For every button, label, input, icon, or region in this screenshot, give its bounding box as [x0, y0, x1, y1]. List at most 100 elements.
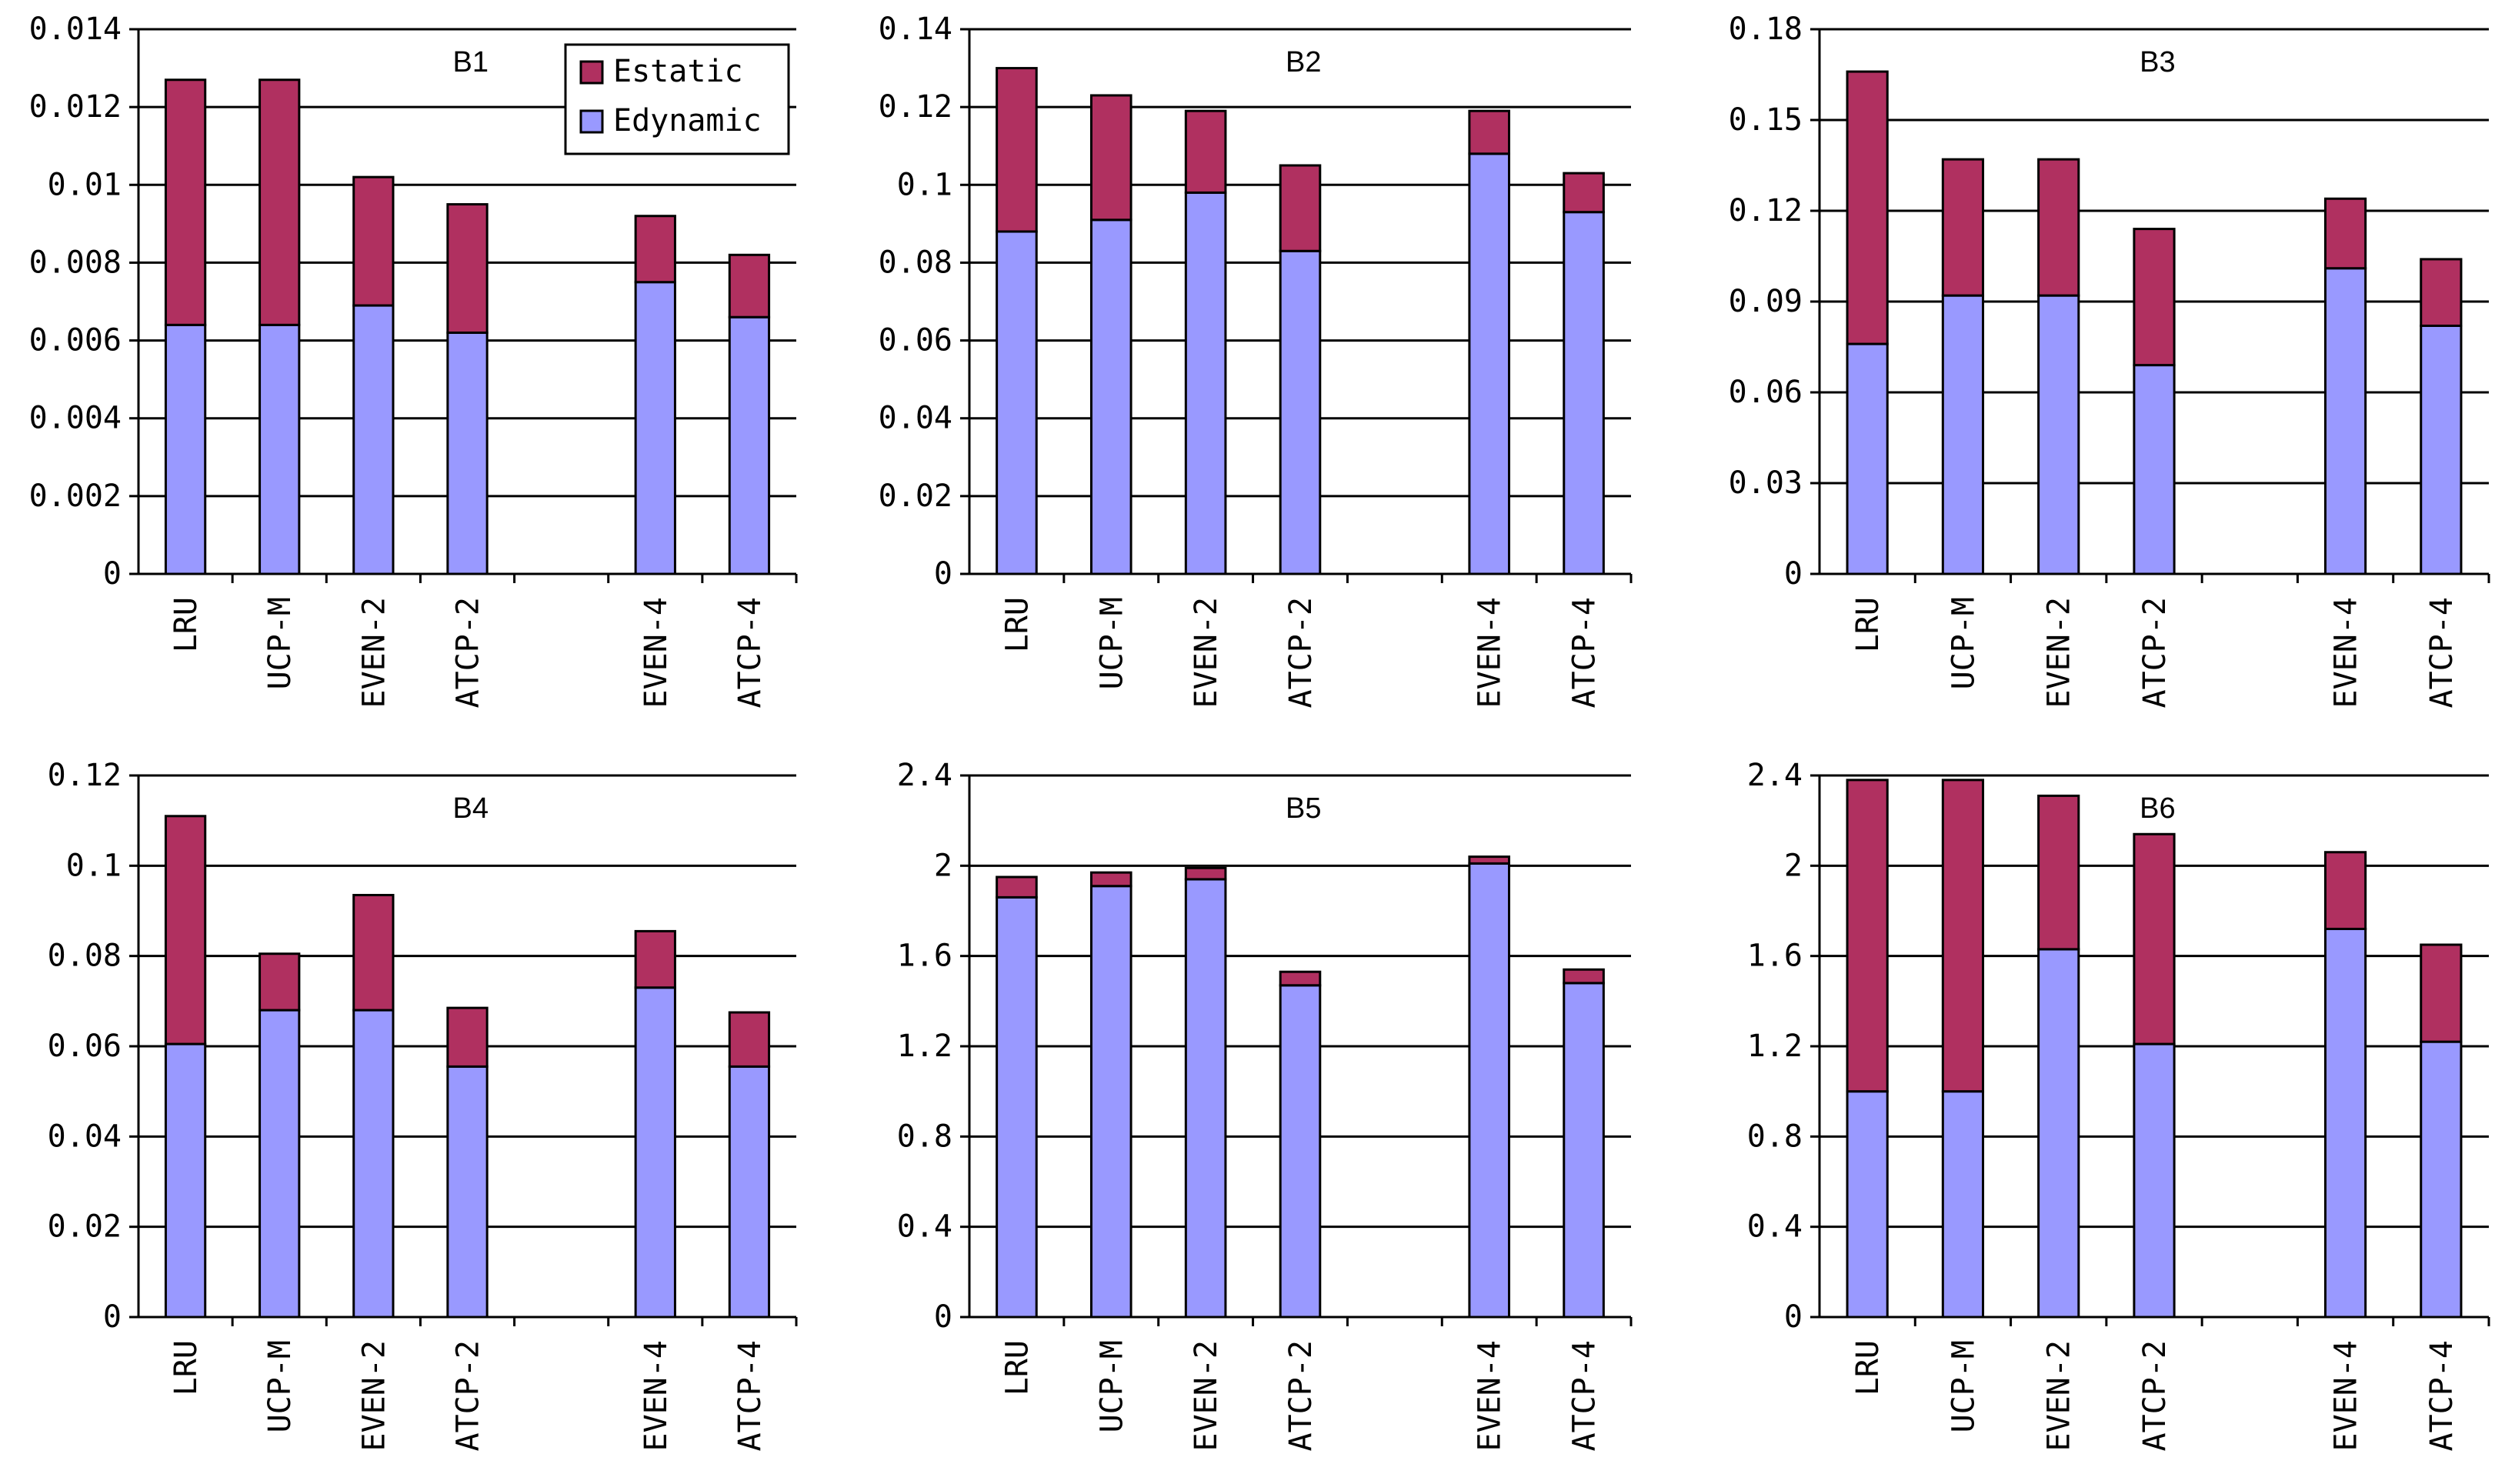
bar-estatic-ucp-m — [1089, 94, 1132, 222]
legend-swatch-static — [579, 60, 604, 85]
x-category-label: ATCP-4 — [2424, 597, 2460, 709]
x-category-label: EVEN-2 — [2042, 1340, 2077, 1452]
bar-edynamic-ucp-m — [259, 323, 301, 575]
bar-estatic-atcp-2 — [2133, 228, 2176, 367]
y-tick-label: 0.12 — [48, 758, 122, 793]
bar-edynamic-ucp-m — [1089, 218, 1132, 575]
bar-estatic-atcp-2 — [1279, 970, 1322, 987]
bar-estatic-atcp-4 — [1563, 968, 1605, 985]
y-tick-label: 0.01 — [48, 167, 122, 202]
y-tick-label: 0.4 — [1747, 1209, 1803, 1245]
y-tick-label: 0.15 — [1729, 102, 1803, 138]
bar-estatic-even-4 — [1468, 855, 1511, 865]
bar-edynamic-even-2 — [352, 1009, 395, 1319]
y-tick-label: 0.8 — [897, 1119, 952, 1154]
x-category-label: UCP-M — [1094, 597, 1129, 689]
bar-edynamic-atcp-4 — [2420, 1040, 2463, 1319]
bar-edynamic-atcp-4 — [1563, 211, 1605, 575]
x-category-label: ATCP-4 — [2424, 1340, 2460, 1452]
bar-edynamic-even-4 — [2323, 927, 2367, 1319]
y-tick-label: 0.18 — [1729, 12, 1803, 47]
bar-edynamic-even-2 — [2037, 948, 2080, 1319]
panel-title: B6 — [2140, 792, 2175, 825]
bar-edynamic-atcp-2 — [2133, 364, 2176, 575]
y-tick-label: 0 — [934, 556, 952, 592]
y-tick-label: 0.04 — [48, 1119, 122, 1154]
panel-title: B4 — [453, 792, 489, 825]
x-category-label: ATCP-4 — [732, 597, 768, 709]
y-tick-label: 2.4 — [897, 758, 952, 793]
bar-estatic-even-2 — [1184, 109, 1227, 194]
bar-edynamic-even-4 — [1468, 862, 1511, 1319]
x-category-label: EVEN-4 — [1473, 1340, 1508, 1452]
bar-edynamic-ucp-m — [1941, 1090, 1985, 1319]
bar-edynamic-atcp-2 — [2133, 1042, 2176, 1319]
y-tick-label: 0.004 — [29, 401, 122, 436]
y-tick-label: 0.12 — [879, 89, 952, 125]
y-tick-label: 0.8 — [1747, 1119, 1803, 1154]
y-tick-label: 0.08 — [48, 939, 122, 974]
x-category-label: EVEN-2 — [2042, 597, 2077, 709]
y-tick-label: 1.2 — [1747, 1029, 1803, 1064]
x-category-label: ATCP-4 — [1567, 1340, 1603, 1452]
y-tick-label: 0.14 — [879, 12, 952, 47]
bar-estatic-ucp-m — [1941, 779, 1985, 1093]
bar-edynamic-atcp-2 — [1279, 984, 1322, 1319]
x-category-label: EVEN-2 — [356, 597, 392, 709]
bar-estatic-even-4 — [1468, 109, 1511, 155]
panel-title: B5 — [1286, 792, 1321, 825]
x-category-label: LRU — [1850, 597, 1886, 652]
bar-estatic-atcp-2 — [1279, 164, 1322, 252]
x-category-label: EVEN-4 — [1473, 597, 1508, 709]
legend-swatch-dynamic — [579, 109, 604, 134]
bar-estatic-lru — [164, 815, 207, 1045]
y-tick-label: 0.012 — [29, 89, 122, 125]
y-tick-label: 0.02 — [48, 1209, 122, 1245]
x-category-label: UCP-M — [262, 597, 298, 689]
x-category-label: ATCP-2 — [2137, 1340, 2173, 1452]
bar-estatic-atcp-2 — [446, 1006, 489, 1068]
y-tick-label: 0.03 — [1729, 465, 1803, 501]
bar-edynamic-lru — [1846, 1090, 1889, 1319]
y-tick-label: 0.4 — [897, 1209, 952, 1245]
bar-estatic-even-2 — [352, 893, 395, 1012]
x-category-label: LRU — [999, 1340, 1035, 1396]
bar-estatic-lru — [1846, 70, 1889, 345]
bar-estatic-atcp-2 — [2133, 832, 2176, 1045]
y-tick-label: 0 — [934, 1299, 952, 1335]
y-tick-label: 2.4 — [1747, 758, 1803, 793]
bar-estatic-even-4 — [2323, 197, 2367, 270]
bar-estatic-ucp-m — [1941, 158, 1985, 297]
x-category-label: UCP-M — [1094, 1340, 1129, 1432]
panel-title: B2 — [1286, 46, 1321, 78]
bar-estatic-even-2 — [2037, 794, 2080, 951]
y-tick-label: 0.06 — [48, 1029, 122, 1064]
x-category-label: UCP-M — [1946, 1340, 1981, 1432]
bar-edynamic-atcp-4 — [728, 1065, 771, 1319]
x-category-label: ATCP-4 — [732, 1340, 768, 1452]
y-tick-label: 0.06 — [1729, 375, 1803, 410]
legend: Estatic Edynamic — [564, 43, 790, 155]
bar-estatic-lru — [996, 67, 1038, 233]
bar-estatic-atcp-4 — [2420, 943, 2463, 1043]
x-category-label: LRU — [168, 597, 204, 652]
y-tick-label: 0.1 — [897, 167, 952, 202]
y-tick-label: 1.6 — [897, 939, 952, 974]
bar-edynamic-even-4 — [1468, 152, 1511, 575]
x-category-label: LRU — [1850, 1340, 1886, 1396]
x-category-label: ATCP-2 — [2137, 597, 2173, 709]
y-tick-label: 2 — [1784, 848, 1803, 883]
x-category-label: ATCP-2 — [1283, 1340, 1319, 1452]
bar-edynamic-even-2 — [1184, 878, 1227, 1319]
panel-title: B1 — [453, 46, 489, 78]
y-tick-label: 1.6 — [1747, 939, 1803, 974]
legend-label-dynamic: Edynamic — [613, 103, 762, 138]
x-category-label: UCP-M — [1946, 597, 1981, 689]
x-category-label: EVEN-4 — [2329, 1340, 2364, 1452]
x-category-label: EVEN-2 — [1189, 1340, 1224, 1452]
x-category-label: ATCP-2 — [451, 1340, 486, 1452]
